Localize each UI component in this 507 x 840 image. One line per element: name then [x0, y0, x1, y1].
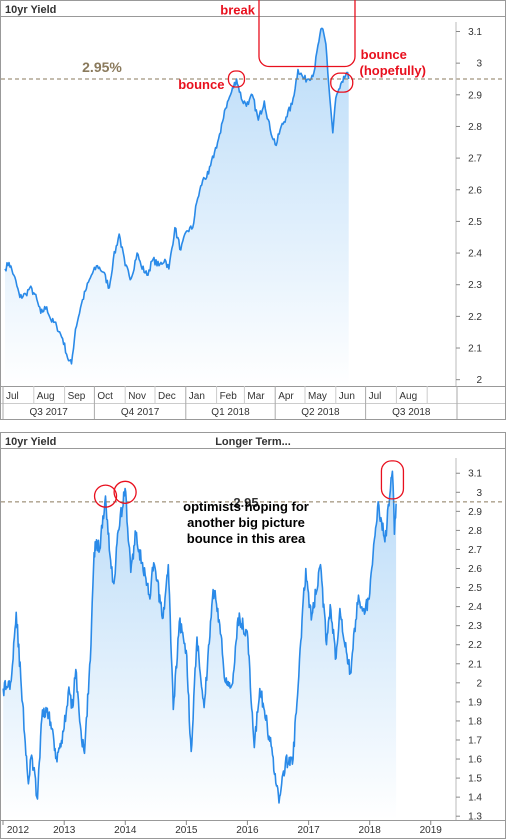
month-label: Sep: [68, 391, 86, 402]
month-label: Jul: [369, 391, 382, 402]
quarter-label: Q2 2018: [301, 407, 340, 418]
y-tick-label: 1.8: [468, 716, 482, 727]
year-label: 2012: [7, 825, 30, 836]
y-axis: 1.3 1.4 1.5 1.6 1.7 1.8 1.9 2 2.1 2.2 2.3 2.4 2.5 2.6…: [455, 458, 482, 823]
note-line: bounce in this area: [187, 531, 306, 546]
month-label: Jan: [189, 391, 205, 402]
year-label: 2017: [297, 825, 320, 836]
annotation-label: break: [220, 2, 255, 17]
yield-line: [4, 27, 350, 365]
y-tick-label: 3.1: [468, 469, 482, 480]
chart-subtitle: Longer Term...: [215, 436, 291, 448]
quarter-label: Q1 2018: [211, 407, 250, 418]
month-label: Apr: [278, 391, 294, 402]
y-tick-label: 1.3: [468, 812, 482, 823]
y-tick-label: 1.5: [468, 774, 482, 785]
yield-area: [4, 27, 350, 387]
year-label: 2019: [420, 825, 443, 836]
highlight-circle: [113, 480, 137, 504]
y-tick-label: 2.7: [468, 154, 482, 165]
x-axis: 2012 2013 2014 2015 2016 2017 2018 2019: [1, 820, 505, 836]
y-tick-label: 2.2: [468, 312, 482, 323]
reference-line: 2.95%: [1, 59, 505, 80]
month-label: Jul: [6, 391, 19, 402]
y-tick-label: 2.1: [468, 659, 482, 670]
highlight-circle: [93, 484, 118, 508]
y-tick-label: 2.6: [468, 185, 482, 196]
month-label: Dec: [158, 391, 176, 402]
quarter-label: Q3 2018: [392, 407, 431, 418]
highlight-circle: [330, 72, 354, 93]
year-label: 2018: [359, 825, 382, 836]
y-tick-label: 2.1: [468, 344, 482, 355]
annotations: [93, 460, 405, 508]
yield-area: [2, 470, 397, 820]
y-tick-label: 2.5: [468, 583, 482, 594]
month-label: Mar: [247, 391, 265, 402]
chart-long-term: 10yr Yield Longer Term... 2.95 optimists…: [0, 432, 506, 839]
y-tick-label: 2.4: [468, 602, 482, 613]
year-label: 2014: [114, 825, 137, 836]
note-text: optimists hoping for another big picture…: [183, 499, 309, 546]
y-tick-label: 2.9: [468, 507, 482, 518]
month-label: Nov: [128, 391, 146, 402]
y-tick-label: 2.9: [468, 90, 482, 101]
highlight-circle: [227, 70, 246, 88]
reference-label: 2.95%: [82, 59, 122, 75]
y-tick-label: 2.3: [468, 280, 482, 291]
y-tick-label: 2.7: [468, 545, 482, 556]
month-label: Oct: [97, 391, 113, 402]
yield-line: [2, 470, 397, 804]
y-tick-label: 2.8: [468, 526, 482, 537]
y-tick-label: 3: [476, 488, 482, 499]
y-tick-label: 2.2: [468, 640, 482, 651]
y-tick-label: 1.9: [468, 697, 482, 708]
month-label: Aug: [37, 391, 55, 402]
year-label: 2013: [53, 825, 76, 836]
highlight-box: [380, 460, 405, 500]
y-tick-label: 1.4: [468, 793, 482, 804]
note-line: another big picture: [187, 515, 305, 530]
x-axis: Jul Aug Sep Oct Nov Dec Jan Feb Mar Apr May Jun Jul A…: [1, 386, 505, 419]
y-tick-label: 2: [476, 375, 482, 386]
y-tick-label: 2: [476, 678, 482, 689]
note-line: optimists hoping for: [183, 499, 309, 514]
area-fill: [3, 471, 397, 820]
y-tick-label: 2.3: [468, 621, 482, 632]
annotation-label: bounce: [178, 77, 224, 92]
y-tick-label: 1.7: [468, 735, 482, 746]
quarter-label: Q4 2017: [121, 407, 160, 418]
annotation-label: (hopefully): [360, 63, 426, 78]
chart-title: 10yr Yield: [5, 436, 56, 448]
area-fill: [5, 28, 349, 387]
year-label: 2016: [236, 825, 259, 836]
y-tick-label: 2.6: [468, 564, 482, 575]
y-tick-label: 2.5: [468, 217, 482, 228]
month-label: May: [308, 391, 327, 402]
chart-short-term: 10yr Yield 2.95% 22.12.22.32.42.52.62.72…: [0, 0, 506, 420]
month-label: Jun: [339, 391, 355, 402]
month-label: Aug: [399, 391, 417, 402]
reference-line: 2.95: [1, 495, 505, 510]
y-axis: 2 2.1 2.2 2.3 2.4 2.5 2.6 2.7 2.8 2.9 3 3.1: [455, 22, 482, 386]
y-tick-label: 3.1: [468, 27, 482, 38]
chart-title: 10yr Yield: [5, 4, 56, 16]
annotation-label: bounce: [361, 47, 407, 62]
reference-label: 2.95: [233, 495, 258, 510]
y-tick-label: 2.8: [468, 122, 482, 133]
y-tick-label: 3: [476, 59, 482, 70]
highlight-box: [258, 0, 356, 68]
y-tick-label: 2.4: [468, 249, 482, 260]
month-label: Feb: [220, 391, 238, 402]
quarter-label: Q3 2017: [30, 407, 69, 418]
year-label: 2015: [175, 825, 198, 836]
y-tick-label: 1.6: [468, 755, 482, 766]
